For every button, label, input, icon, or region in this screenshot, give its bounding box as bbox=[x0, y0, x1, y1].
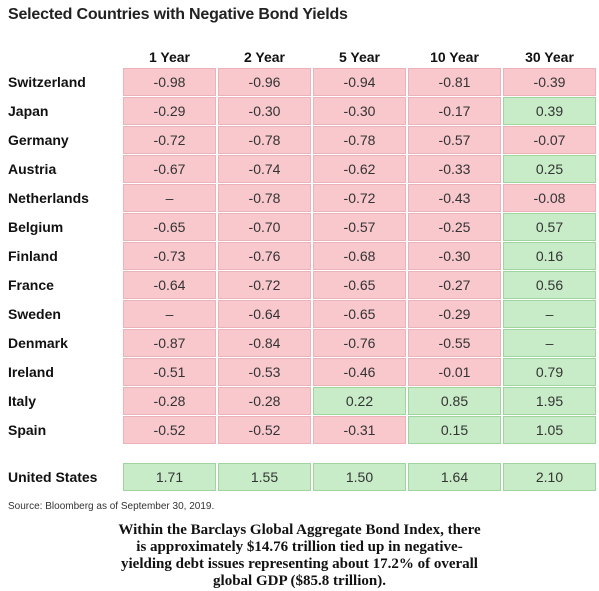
table-cell: -0.53 bbox=[218, 358, 311, 386]
table-cell: -0.25 bbox=[408, 213, 501, 241]
table-cell: -0.31 bbox=[313, 416, 406, 444]
country-label: Spain bbox=[8, 422, 47, 438]
table-cell: -0.57 bbox=[313, 213, 406, 241]
table-cell: -0.33 bbox=[408, 155, 501, 183]
table-cell: -0.29 bbox=[123, 97, 216, 125]
table-cell: 0.16 bbox=[503, 242, 596, 270]
table-cell: -0.94 bbox=[313, 68, 406, 96]
table-cell: -0.65 bbox=[313, 271, 406, 299]
summary-text: yielding debt issues representing about … bbox=[121, 556, 478, 572]
table-cell: 1.05 bbox=[503, 416, 596, 444]
summary-text: is approximately $14.76 trillion tied up… bbox=[136, 539, 463, 555]
table-cell: -0.73 bbox=[123, 242, 216, 270]
table-cell: -0.08 bbox=[503, 184, 596, 212]
table-cell: -0.67 bbox=[123, 155, 216, 183]
column-header: 2 Year bbox=[243, 49, 285, 65]
table-cell: -0.46 bbox=[313, 358, 406, 386]
table-cell: -0.87 bbox=[123, 329, 216, 357]
table-cell: -0.27 bbox=[408, 271, 501, 299]
table-cell: 0.85 bbox=[408, 387, 501, 415]
table-cell: -0.81 bbox=[408, 68, 501, 96]
table-cell: -0.64 bbox=[123, 271, 216, 299]
table-cell: -0.65 bbox=[123, 213, 216, 241]
table-cell: -0.78 bbox=[218, 184, 311, 212]
summary-text: Within the Barclays Global Aggregate Bon… bbox=[118, 522, 481, 538]
country-label: Denmark bbox=[8, 335, 68, 351]
table-cell: 0.39 bbox=[503, 97, 596, 125]
table-cell: -0.17 bbox=[408, 97, 501, 125]
table-cell: -0.96 bbox=[218, 68, 311, 96]
table-cell: -0.01 bbox=[408, 358, 501, 386]
table-cell: -0.78 bbox=[313, 126, 406, 154]
country-label: Finland bbox=[8, 248, 58, 264]
table-cell: -0.52 bbox=[218, 416, 311, 444]
table-cell: 0.25 bbox=[503, 155, 596, 183]
table-cell: -0.57 bbox=[408, 126, 501, 154]
column-header: 5 Year bbox=[338, 49, 380, 65]
country-label: United States bbox=[8, 469, 98, 485]
column-header: 30 Year bbox=[525, 49, 574, 65]
table-cell: -0.07 bbox=[503, 126, 596, 154]
table-cell: -0.72 bbox=[218, 271, 311, 299]
table-cell: – bbox=[123, 300, 216, 328]
table-cell: -0.76 bbox=[313, 329, 406, 357]
table-cell: -0.62 bbox=[313, 155, 406, 183]
summary-text: global GDP ($85.8 trillion). bbox=[213, 573, 386, 589]
table-cell: -0.29 bbox=[408, 300, 501, 328]
table-cell: -0.76 bbox=[218, 242, 311, 270]
country-label: Belgium bbox=[8, 219, 64, 235]
table-cell: 2.10 bbox=[503, 463, 596, 491]
table-cell: -0.43 bbox=[408, 184, 501, 212]
table-cell: -0.30 bbox=[313, 97, 406, 125]
country-label: Netherlands bbox=[8, 190, 89, 206]
table-cell: -0.70 bbox=[218, 213, 311, 241]
table-cell: 1.55 bbox=[218, 463, 311, 491]
table-cell: 1.71 bbox=[123, 463, 216, 491]
table-cell: -0.51 bbox=[123, 358, 216, 386]
source-note: Source: Bloomberg as of September 30, 20… bbox=[8, 501, 215, 512]
table-cell: -0.78 bbox=[218, 126, 311, 154]
title: Selected Countries with Negative Bond Yi… bbox=[8, 6, 348, 23]
table-cell: -0.28 bbox=[123, 387, 216, 415]
table-cell: 0.15 bbox=[408, 416, 501, 444]
table-cell: -0.52 bbox=[123, 416, 216, 444]
country-label: Austria bbox=[8, 161, 57, 177]
table-cell: -0.72 bbox=[123, 126, 216, 154]
table-cell: – bbox=[503, 300, 596, 328]
table-cell: -0.98 bbox=[123, 68, 216, 96]
table-cell: -0.68 bbox=[313, 242, 406, 270]
table-cell: 1.50 bbox=[313, 463, 406, 491]
country-label: Sweden bbox=[8, 306, 61, 322]
table-cell: -0.65 bbox=[313, 300, 406, 328]
table-cell: -0.28 bbox=[218, 387, 311, 415]
country-label: France bbox=[8, 277, 54, 293]
table-cell: 0.79 bbox=[503, 358, 596, 386]
table-cell: 1.95 bbox=[503, 387, 596, 415]
country-label: Italy bbox=[8, 393, 37, 409]
country-label: Germany bbox=[8, 132, 69, 148]
table-cell: -0.30 bbox=[218, 97, 311, 125]
table-cell: -0.55 bbox=[408, 329, 501, 357]
table-cell: -0.72 bbox=[313, 184, 406, 212]
table-cell: -0.64 bbox=[218, 300, 311, 328]
column-header: 10 Year bbox=[430, 49, 479, 65]
table-cell: -0.74 bbox=[218, 155, 311, 183]
table-cell: – bbox=[503, 329, 596, 357]
table-cell: 0.56 bbox=[503, 271, 596, 299]
table-cell: 0.57 bbox=[503, 213, 596, 241]
table-cell: 1.64 bbox=[408, 463, 501, 491]
table-cell: -0.30 bbox=[408, 242, 501, 270]
table-cell: -0.39 bbox=[503, 68, 596, 96]
country-label: Ireland bbox=[8, 364, 54, 380]
table-cell: – bbox=[123, 184, 216, 212]
column-header: 1 Year bbox=[148, 49, 190, 65]
table-cell: 0.22 bbox=[313, 387, 406, 415]
country-label: Switzerland bbox=[8, 74, 86, 90]
country-label: Japan bbox=[8, 103, 49, 119]
table-cell: -0.84 bbox=[218, 329, 311, 357]
